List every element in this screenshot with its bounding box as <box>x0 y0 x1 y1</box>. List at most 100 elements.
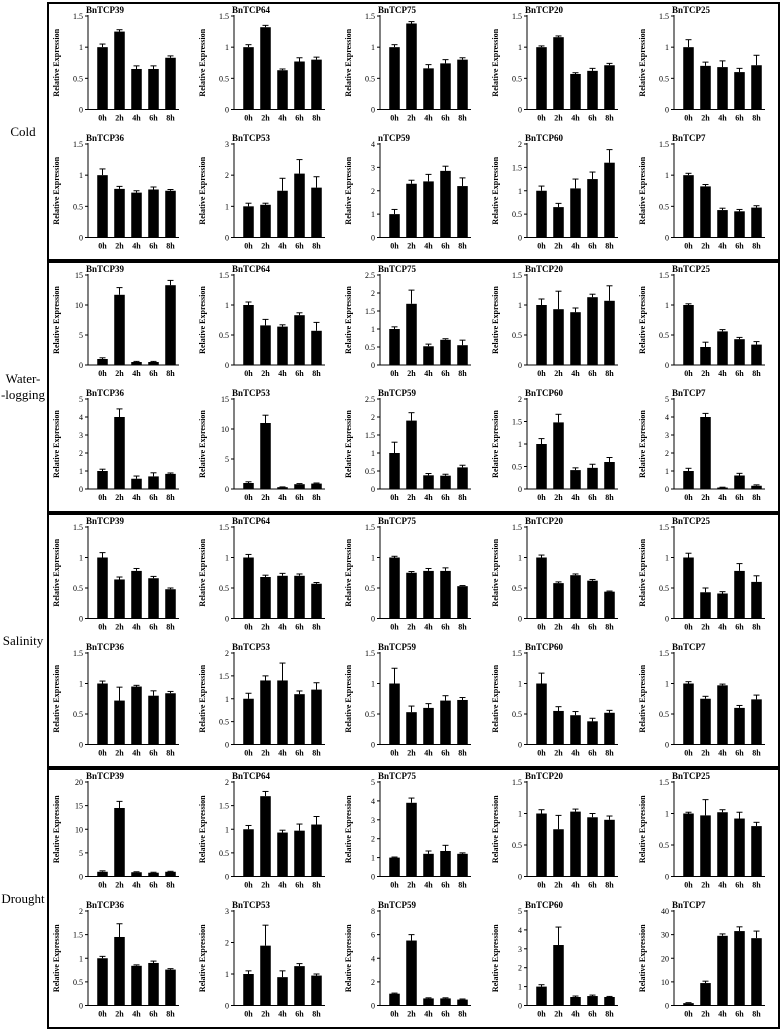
y-axis-label: Relative Expression <box>198 923 207 991</box>
bar <box>243 305 254 365</box>
bar-chart: BnTCP60 Relative Expression 0 0.5 1 1.5 2 0h 2h 4… <box>491 133 618 250</box>
bar <box>260 27 271 110</box>
bar <box>406 711 417 744</box>
x-tick-label: 8h <box>605 623 614 632</box>
y-tick-label: 0 <box>225 1001 229 1010</box>
y-tick-label: 2 <box>371 977 375 986</box>
x-tick-label: 2h <box>261 114 270 123</box>
y-tick-label: 1.5 <box>659 12 669 21</box>
x-tick-label: 2h <box>115 623 124 632</box>
x-tick-label: 4h <box>424 881 433 890</box>
condition-panel <box>47 513 780 768</box>
y-tick-label: 5 <box>371 778 375 787</box>
y-tick-label: 0 <box>665 873 669 882</box>
x-tick-label: 0h <box>537 114 546 123</box>
x-tick-label: 6h <box>149 369 158 378</box>
x-tick-label: 8h <box>312 493 321 502</box>
bar <box>165 473 176 489</box>
x-tick-label: 8h <box>458 369 467 378</box>
y-tick-label: 15 <box>221 395 229 404</box>
bar <box>148 578 159 619</box>
y-tick-label: 2 <box>518 963 522 972</box>
bar <box>423 68 434 110</box>
x-tick-label: 2h <box>701 623 710 632</box>
chart-title: BnTCP60 <box>525 133 564 143</box>
x-tick-label: 8h <box>166 881 175 890</box>
y-axis-label: Relative Expression <box>344 538 353 606</box>
bar-chart: BnTCP59 Relative Expression 0 0.5 1 1.5 2 2.5 0h… <box>344 388 471 502</box>
x-tick-label: 0h <box>537 493 546 502</box>
bar <box>389 453 400 489</box>
bar <box>311 483 322 489</box>
x-tick-label: 4h <box>718 114 727 123</box>
y-tick-label: 0.5 <box>365 74 375 83</box>
x-tick-label: 4h <box>132 748 141 757</box>
y-tick-label: 1.5 <box>512 418 522 427</box>
y-tick-label: 4 <box>79 413 83 422</box>
y-tick-label: 15 <box>75 802 83 811</box>
y-tick-label: 0 <box>518 361 522 370</box>
bar <box>734 475 745 489</box>
y-axis-label: Relative Expression <box>491 795 500 863</box>
bar <box>570 811 581 877</box>
bar <box>277 70 288 110</box>
y-tick-label: 4 <box>371 954 375 963</box>
x-tick-label: 0h <box>684 623 693 632</box>
condition-label-line: Water- <box>5 371 41 386</box>
y-tick-label: 0 <box>225 106 229 115</box>
bar <box>114 936 125 1005</box>
y-tick-label: 1.5 <box>365 523 375 532</box>
y-tick-label: 1 <box>225 554 229 563</box>
y-tick-label: 2 <box>371 289 375 298</box>
bar <box>260 945 271 1005</box>
bar <box>440 850 451 877</box>
condition-label: Water- -logging <box>0 371 46 403</box>
bar <box>440 475 451 489</box>
bar <box>536 813 547 877</box>
x-tick-label: 8h <box>752 881 761 890</box>
x-tick-label: 0h <box>537 369 546 378</box>
bar <box>717 67 728 110</box>
x-tick-label: 2h <box>407 114 416 123</box>
y-tick-label: 40 <box>661 907 669 916</box>
x-tick-label: 4h <box>571 1009 580 1018</box>
bar <box>751 65 762 110</box>
y-tick-label: 0 <box>371 873 375 882</box>
bar <box>97 359 108 365</box>
bar <box>131 872 142 877</box>
x-tick-label: 0h <box>244 881 253 890</box>
x-tick-label: 6h <box>588 369 597 378</box>
bar <box>734 818 745 877</box>
bar <box>277 487 288 489</box>
y-tick-label: 1 <box>665 43 669 52</box>
y-tick-label: 1 <box>371 449 375 458</box>
bar-chart: BnTCP25 Relative Expression 0 0.5 1 1.5 0h 2h 4h… <box>638 5 765 123</box>
bar <box>587 467 598 489</box>
bar <box>114 188 125 237</box>
y-axis-label: Relative Expression <box>52 286 61 354</box>
bar <box>570 312 581 365</box>
condition-label: Drought <box>0 891 46 907</box>
y-axis-label: Relative Expression <box>491 410 500 478</box>
x-tick-label: 6h <box>149 241 158 250</box>
y-tick-label: 0.5 <box>659 841 669 850</box>
y-tick-label: 0.5 <box>659 202 669 211</box>
x-tick-label: 0h <box>390 748 399 757</box>
bar <box>406 802 417 877</box>
y-tick-label: 2.5 <box>365 395 375 404</box>
x-tick-label: 4h <box>278 241 287 250</box>
bar <box>277 326 288 365</box>
y-tick-label: 0 <box>665 485 669 494</box>
x-tick-label: 8h <box>166 1009 175 1018</box>
bar <box>165 589 176 619</box>
bar <box>148 476 159 489</box>
bar <box>683 557 694 619</box>
y-axis-label: Relative Expression <box>344 664 353 732</box>
bar <box>294 484 305 489</box>
x-tick-label: 4h <box>718 623 727 632</box>
bar <box>536 47 547 110</box>
y-tick-label: 2 <box>225 649 229 658</box>
bar <box>148 872 159 877</box>
x-tick-label: 4h <box>424 241 433 250</box>
x-tick-label: 4h <box>571 748 580 757</box>
